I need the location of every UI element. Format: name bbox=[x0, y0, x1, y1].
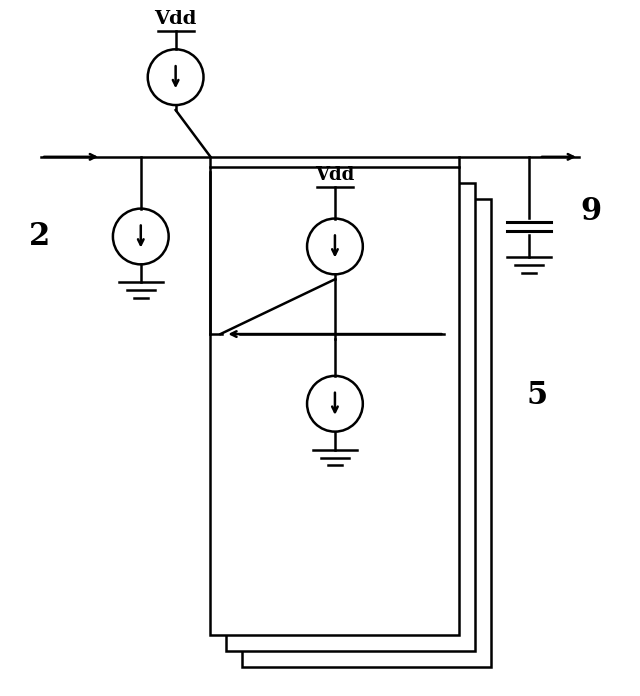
Bar bbox=[211, 167, 460, 635]
Text: Vdd: Vdd bbox=[154, 10, 197, 29]
Bar bbox=[243, 198, 492, 667]
Text: 9: 9 bbox=[580, 196, 602, 227]
Text: 5: 5 bbox=[526, 380, 547, 411]
Bar bbox=[227, 183, 476, 651]
Text: 2: 2 bbox=[29, 221, 50, 252]
Text: Vdd: Vdd bbox=[316, 166, 355, 184]
